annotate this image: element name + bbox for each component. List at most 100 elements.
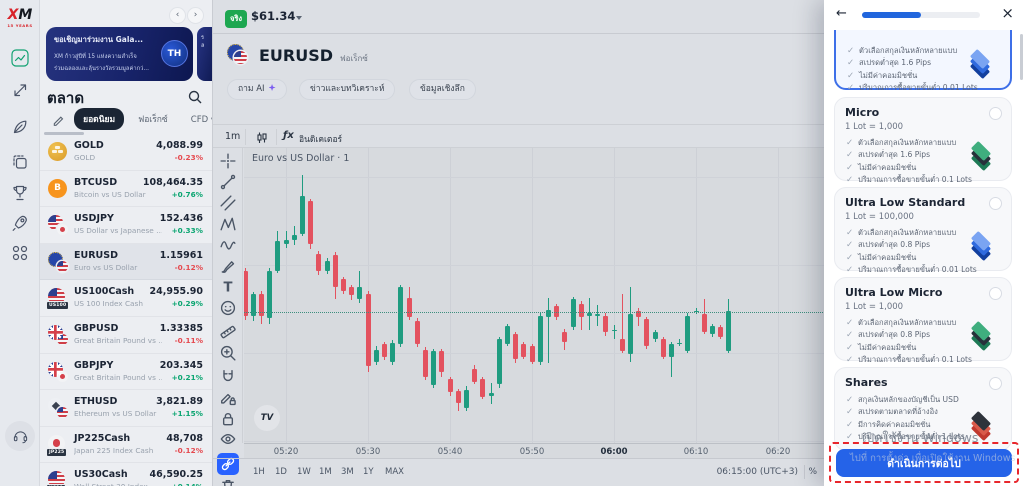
watchlist-row-eurusd[interactable]: EURUSD Euro vs US Dollar 1.15961 -0.12% [40, 243, 212, 281]
card-feature: สเปรดตามตลาดที่อ้างอิง [845, 406, 1001, 419]
close-icon[interactable]: × [1001, 4, 1014, 22]
instrument-symbol: BTCUSD [74, 176, 118, 188]
us-flag-icon: US30 [46, 471, 68, 486]
brush-icon[interactable] [220, 258, 236, 274]
watchlist-row-gbpusd[interactable]: GBPUSD Great Britain Pound vs … 1.33385 -0.… [40, 317, 212, 354]
edit-watchlist-pencil-icon[interactable] [47, 111, 69, 128]
account-card-micro[interactable]: Micro 1 Lot = 1,000 ตัวเลือกสกุลเงินหลักหล… [834, 97, 1012, 187]
tab-forex[interactable]: ฟอเร็กซ์ [138, 115, 168, 125]
rocket-icon[interactable] [10, 213, 30, 233]
tab-cfd[interactable]: CFD ขอ [190, 115, 212, 125]
trash-icon[interactable] [220, 478, 236, 486]
timeframe-1m[interactable]: 1M [319, 467, 332, 477]
markets-icon[interactable] [10, 48, 30, 68]
search-icon[interactable] [188, 89, 202, 104]
timeframe-1w[interactable]: 1W [297, 467, 311, 477]
instrument-change: -0.12% [174, 445, 203, 455]
indicators-label[interactable]: อินดิเคเตอร์ [299, 135, 343, 145]
sparkle-icon [268, 84, 276, 91]
card-feature: สกุลเงินหลักของบัญชีเป็น USD [845, 394, 1001, 407]
account-card-shares[interactable]: Shares สกุลเงินหลักของบัญชีเป็น USDสเปรดต… [834, 367, 1012, 451]
continue-button[interactable]: ดำเนินการต่อไป [836, 449, 1012, 477]
chevron-down-icon[interactable] [296, 16, 302, 20]
card-radio[interactable] [989, 197, 1002, 210]
candle-05:18 [267, 270, 273, 318]
ruler-icon[interactable] [220, 324, 236, 340]
time-tick: 05:50 [519, 447, 545, 457]
magnet-icon[interactable] [220, 369, 236, 385]
back-arrow-icon[interactable]: ← [836, 6, 847, 21]
instrument-price: 3,821.89 [156, 396, 203, 408]
panel-scrollbar[interactable] [1020, 34, 1023, 80]
watchlist-row-gbpjpy[interactable]: GBPJPY Great Britain Pound vs … 203.345 +0.… [40, 354, 212, 391]
parallel-lines-icon[interactable] [220, 195, 236, 211]
trophy-icon[interactable] [10, 183, 30, 203]
emoji-icon[interactable] [220, 300, 236, 316]
candlestick-chart[interactable]: Euro vs US Dollar · 1 TV [244, 148, 825, 443]
timeframe-max[interactable]: MAX [385, 467, 404, 477]
watchlist-row-usdjpy[interactable]: USDJPY US Dollar vs Japanese … 152.436 +0.3… [40, 207, 212, 244]
timeframe-3m[interactable]: 3M [341, 467, 354, 477]
support-headset-icon[interactable] [5, 421, 35, 451]
trend-line-icon[interactable] [220, 174, 236, 190]
drawing-toolbar: T [213, 148, 243, 486]
time-axis[interactable]: 05:20 05:30 05:40 05:50 06:00 06:10 06:20 [244, 443, 825, 458]
banner-prev-icon[interactable]: ‹ [170, 8, 185, 23]
watchlist-row-us100cash[interactable]: US100 US100Cash US 100 Index Cash 24,955.90… [40, 280, 212, 317]
tradingview-logo[interactable]: TV [254, 405, 280, 431]
draw-lock-icon[interactable] [220, 390, 236, 406]
crosshair-icon[interactable] [220, 153, 236, 169]
tabs-scrollbar[interactable] [44, 132, 84, 135]
candle-05:55 [570, 299, 576, 328]
watchlist-row-ethusd[interactable]: ETHUSD Ethereum vs US Dollar 3,821.89 +1.15… [40, 390, 212, 427]
ask-ai-pill[interactable]: ถาม AI [227, 79, 287, 100]
candle-05:39 [439, 350, 445, 373]
transfer-arrows-icon[interactable] [10, 80, 30, 100]
card-radio[interactable] [989, 107, 1002, 120]
card-feature: ตัวเลือกสกุลเงินหลักหลายแบบ [846, 45, 1000, 58]
quill-icon[interactable] [10, 117, 30, 137]
watchlist-row-gold[interactable]: GOLD GOLD 4,088.99 -0.23% [40, 134, 212, 171]
watchlist-row-jp225cash[interactable]: JP225 JP225Cash Japan 225 Index Cash 48,708… [40, 427, 212, 464]
account-type-panel: ตัวเลือกสกุลเงินหลักหลายแบบสเปรดต่ำสุด 1… [824, 0, 1024, 486]
promo-banner-next-sliver[interactable]: รล [197, 27, 212, 81]
candle-05:56 [578, 303, 584, 317]
candle-05:43 [472, 368, 478, 382]
account-card-ultra-low-micro[interactable]: Ultra Low Micro 1 Lot = 1,000 ตัวเลือกสกุล… [834, 277, 1012, 367]
instrument-price: 4,088.99 [156, 140, 203, 151]
zoom-in-icon[interactable] [220, 345, 236, 361]
percent-scale-toggle[interactable]: % [808, 467, 817, 477]
timeframe-1d[interactable]: 1D [275, 467, 287, 477]
candle-05:45 [488, 393, 494, 396]
card-radio[interactable] [989, 287, 1002, 300]
tab-popular[interactable]: ยอดนิยม [74, 108, 125, 130]
candles-icon[interactable] [255, 130, 269, 144]
watchlist-row-btcusd[interactable]: B BTCUSD Bitcoin vs US Dollar 108,464.35 +0.… [40, 171, 212, 208]
chart-watermark-title: Euro vs US Dollar · 1 [252, 153, 350, 164]
news-analysis-pill[interactable]: ข่าวและบทวิเคราะห์ [299, 79, 396, 100]
instrument-symbol: ETHUSD [74, 396, 118, 408]
elliott-wave-icon[interactable] [220, 237, 236, 253]
pattern-xabcd-icon[interactable] [220, 216, 236, 232]
candle-05:42 [463, 389, 469, 408]
timeframe-1h[interactable]: 1H [253, 467, 265, 477]
copy-pages-icon[interactable] [10, 152, 30, 172]
timeframe-1y[interactable]: 1Y [363, 467, 374, 477]
eye-icon[interactable] [220, 431, 236, 447]
interval-button[interactable]: 1m [225, 131, 241, 142]
promo-banner[interactable]: ขอเชิญมาร่วมงาน Gala... XM ก้าวสู่ปีที่ … [46, 27, 193, 81]
lock-icon[interactable] [220, 411, 236, 427]
fx-indicator-icon[interactable]: ƒx [283, 130, 294, 141]
watchlist-row-us30cash[interactable]: US30 US30CashWall Street 30 Index …46,590… [40, 463, 212, 486]
card-radio[interactable] [989, 377, 1002, 390]
chart-clock[interactable]: 06:15:00 (UTC+3) [716, 467, 798, 477]
us-flag-icon: US100 [46, 288, 70, 311]
insights-pill[interactable]: ข้อมูลเชิงลึก [409, 79, 476, 100]
apps-grid-icon[interactable] [10, 243, 30, 263]
account-card-ultra-low-standard[interactable]: Ultra Low Standard 1 Lot = 100,000 ตัวเลือ… [834, 187, 1012, 277]
account-balance[interactable]: $61.34 [251, 9, 296, 23]
banner-next-icon[interactable]: › [188, 8, 203, 23]
text-icon[interactable]: T [220, 279, 236, 296]
xm-logo[interactable]: XM 15 YEARS [0, 6, 40, 28]
symbol-title: EURUSD [259, 46, 334, 65]
